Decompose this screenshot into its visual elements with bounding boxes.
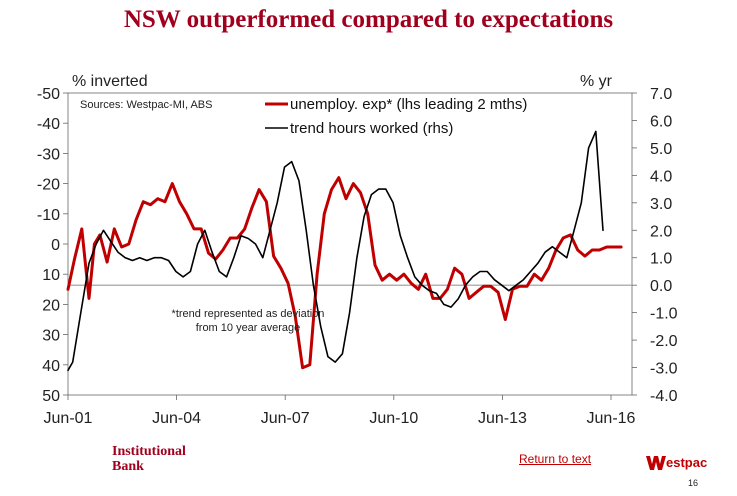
left-tick-label: 50 <box>42 388 60 405</box>
x-tick-label: Jun-16 <box>587 410 636 427</box>
legend: unemploy. exp* (lhs leading 2 mths) tren… <box>265 96 527 137</box>
right-tick-label: 4.0 <box>650 168 672 185</box>
x-tick-label: Jun-07 <box>261 410 310 427</box>
left-tick-label: 0 <box>51 237 60 254</box>
right-tick-label: 5.0 <box>650 141 672 158</box>
series-line-unemployment-expectations <box>66 176 623 370</box>
chart-note-line1: *trend represented as deviation <box>172 308 325 320</box>
legend-label-unemployment: unemploy. exp* (lhs leading 2 mths) <box>290 96 527 113</box>
x-tick-label: Jun-01 <box>44 410 93 427</box>
westpac-logo: estpac <box>646 455 707 470</box>
left-tick-label: -30 <box>37 146 60 163</box>
slide-title: NSW outperformed compared to expectation… <box>123 6 614 33</box>
left-axis-label: % inverted <box>72 73 148 90</box>
left-tick-label: 30 <box>42 328 60 345</box>
left-tick-label: -20 <box>37 177 60 194</box>
right-axis-ticks: 7.0 6.0 5.0 4.0 3.0 2.0 1.0 0.0 -1.0 -2.0 -3.0 -4.0 <box>632 86 678 405</box>
right-tick-label: -4.0 <box>650 388 678 405</box>
series-group <box>66 130 623 372</box>
westpac-logo-text: estpac <box>666 455 708 470</box>
chart-note-line2: from 10 year average <box>196 322 301 334</box>
right-axis-label: % yr <box>580 73 613 90</box>
left-tick-label: 10 <box>42 267 60 284</box>
right-tick-label: 7.0 <box>650 86 672 103</box>
right-tick-label: 3.0 <box>650 196 672 213</box>
right-tick-label: 6.0 <box>650 113 672 130</box>
x-tick-label: Jun-13 <box>478 410 527 427</box>
left-tick-label: -10 <box>37 207 60 224</box>
institutional-bank-logo: Institutional Bank <box>112 444 186 474</box>
westpac-w-icon <box>646 455 666 470</box>
right-tick-label: -1.0 <box>650 306 678 323</box>
plot-area-frame <box>67 92 633 396</box>
right-tick-label: 1.0 <box>650 251 672 268</box>
right-tick-label: 2.0 <box>650 223 672 240</box>
left-tick-label: 20 <box>42 297 60 314</box>
right-tick-label: 0.0 <box>650 278 672 295</box>
source-note: Sources: Westpac-MI, ABS <box>80 99 212 111</box>
legend-label-hours: trend hours worked (rhs) <box>290 120 453 137</box>
left-tick-label: -40 <box>37 116 60 133</box>
page-number: 16 <box>688 478 699 488</box>
brand-line-1: Institutional <box>112 444 186 459</box>
x-tick-label: Jun-04 <box>152 410 201 427</box>
left-tick-label: 40 <box>42 358 60 375</box>
series-line-trend-hours-worked <box>67 130 604 372</box>
x-tick-label: Jun-10 <box>369 410 418 427</box>
right-tick-label: -3.0 <box>650 361 678 378</box>
left-tick-label: -50 <box>37 86 60 103</box>
left-axis-ticks: -50 -40 -30 -20 -10 0 10 20 30 40 50 <box>37 86 68 405</box>
x-axis-ticks: Jun-01 Jun-04 Jun-07 Jun-10 Jun-13 Jun-16 <box>44 395 636 427</box>
brand-line-2: Bank <box>112 459 144 474</box>
right-tick-label: -2.0 <box>650 333 678 350</box>
return-to-text-link[interactable]: Return to text <box>519 452 592 466</box>
